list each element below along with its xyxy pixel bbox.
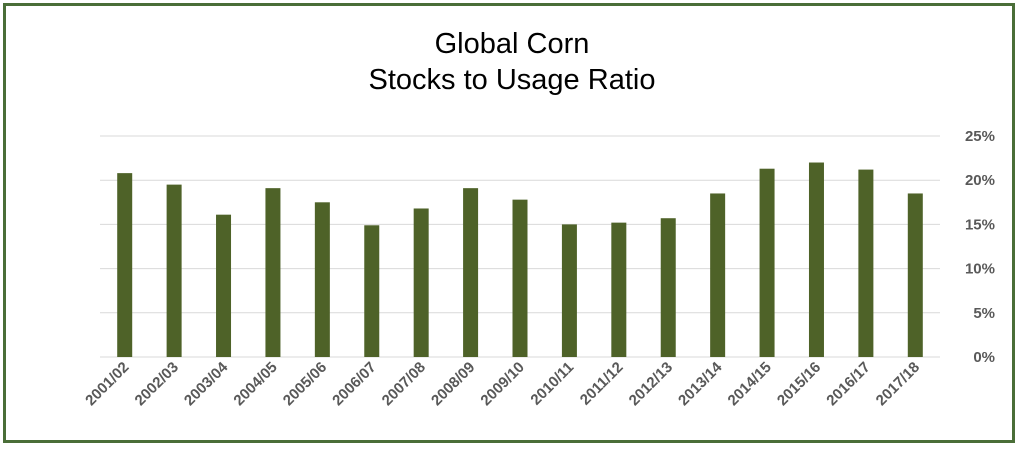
bar: [265, 188, 281, 357]
bar: [463, 188, 479, 357]
bar: [166, 184, 182, 357]
x-tick-label: 2003/04: [181, 358, 232, 409]
bar: [907, 193, 923, 357]
bar: [808, 162, 824, 357]
x-tick-label: 2011/12: [577, 359, 627, 409]
bar: [660, 218, 676, 357]
bar: [117, 173, 133, 357]
x-tick-label: 2001/02: [82, 359, 132, 409]
x-tick-label: 2016/17: [823, 359, 873, 409]
y-tick-label: 25%: [965, 128, 995, 145]
bar: [858, 169, 874, 357]
bar: [413, 208, 429, 357]
x-tick-label: 2007/08: [379, 359, 429, 409]
chart-subtitle: Stocks to Usage Ratio: [368, 64, 656, 96]
x-tick-label: 2017/18: [873, 359, 923, 409]
x-tick-label: 2009/10: [477, 359, 527, 409]
bar: [710, 193, 726, 357]
bar: [364, 225, 380, 357]
bar: [561, 224, 577, 357]
bar: [512, 199, 528, 357]
chart-title-block: Global Corn Stocks to Usage Ratio: [0, 26, 1024, 98]
x-tick-label: 2006/07: [329, 359, 379, 409]
bar: [314, 202, 330, 357]
y-tick-label: 20%: [965, 172, 995, 189]
bar: [611, 222, 627, 357]
y-tick-label: 0%: [973, 349, 995, 366]
chart-title: Global Corn: [434, 28, 590, 60]
x-tick-label: 2010/11: [527, 359, 577, 409]
bar: [759, 168, 775, 357]
x-tick-label: 2012/13: [626, 359, 676, 409]
y-tick-label: 15%: [965, 216, 995, 233]
x-tick-label: 2013/14: [675, 358, 726, 409]
y-tick-label: 5%: [973, 305, 995, 322]
x-tick-label: 2005/06: [280, 359, 330, 409]
x-tick-label: 2008/09: [428, 359, 478, 409]
x-tick-label: 2002/03: [132, 359, 182, 409]
x-tick-label: 2004/05: [230, 359, 280, 409]
x-tick-label: 2014/15: [725, 359, 775, 409]
y-tick-label: 10%: [965, 261, 995, 278]
x-tick-label: 2015/16: [774, 359, 824, 409]
bar: [216, 214, 232, 357]
